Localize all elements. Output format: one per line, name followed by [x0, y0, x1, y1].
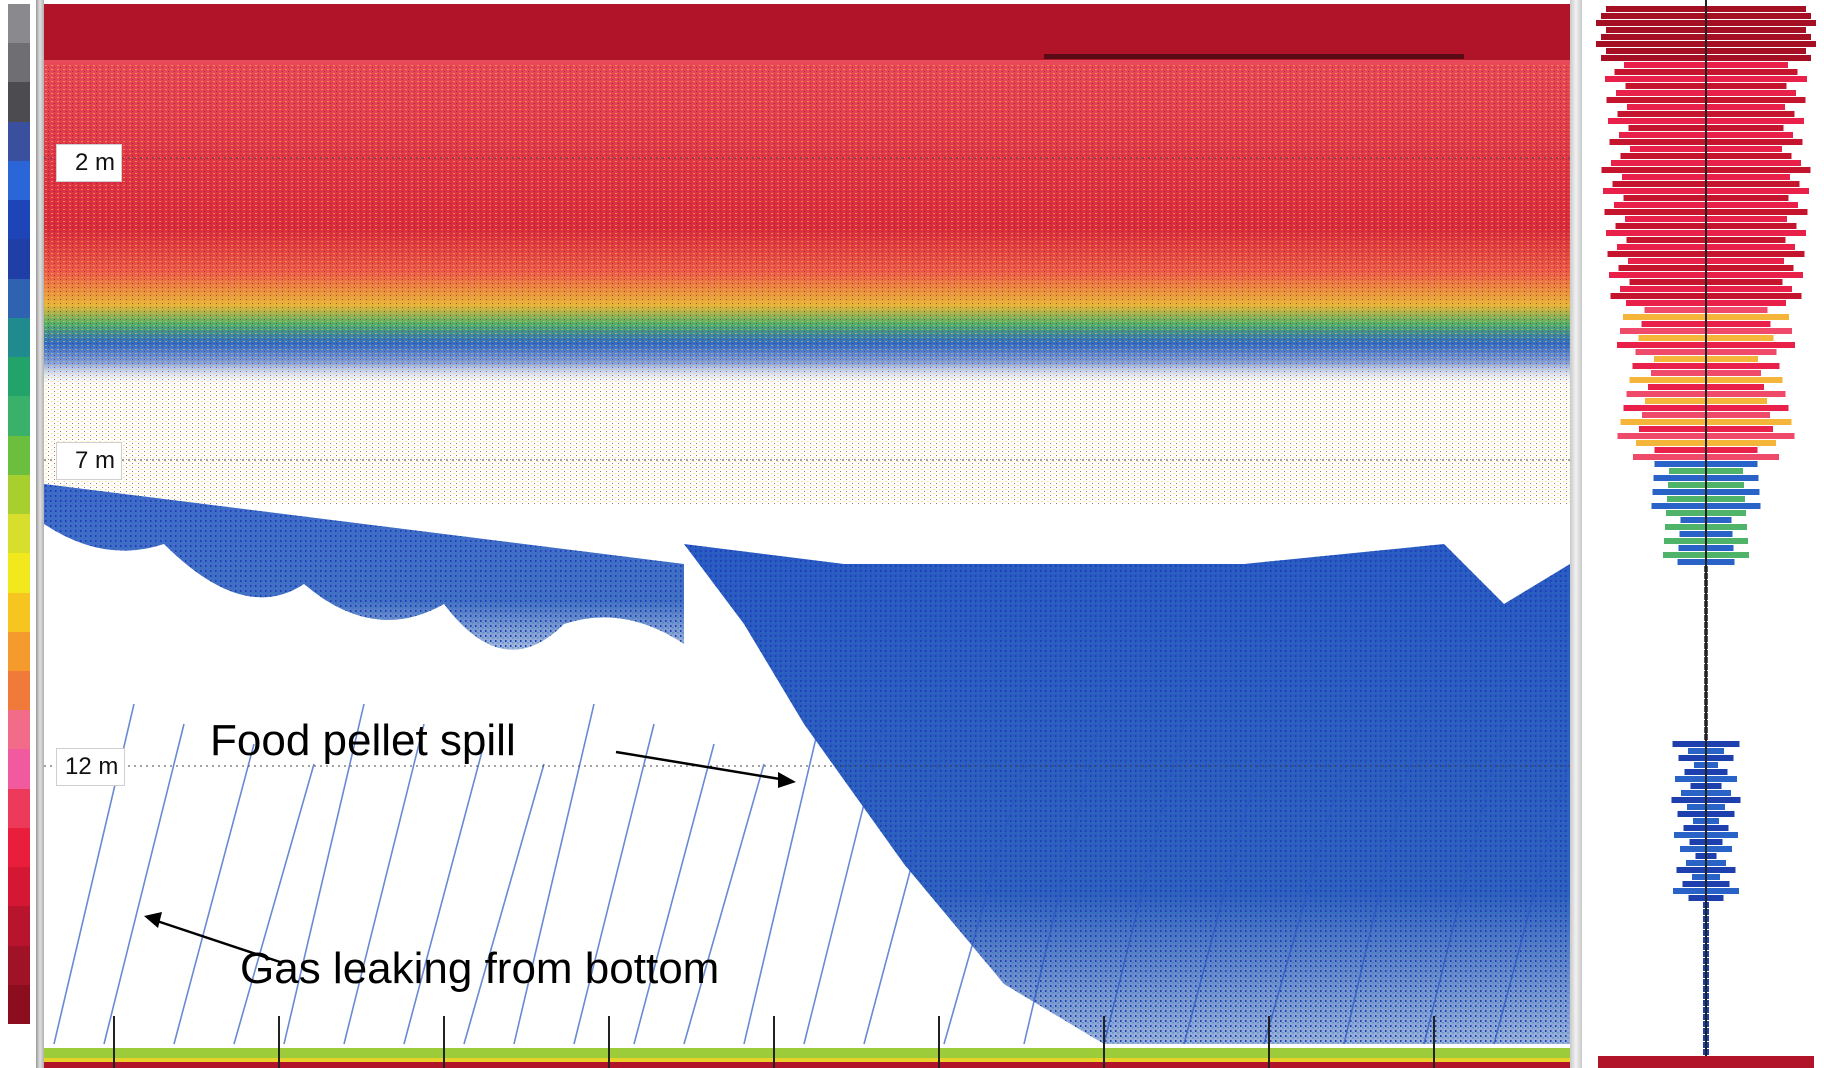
echogram-panel[interactable]: 2 m 7 m 12 m Food pellet spill Gas leaki…: [44, 4, 1570, 1068]
color-scale-segment: [8, 43, 30, 83]
color-scale-segment: [8, 278, 30, 318]
depth-profile-panel: [1588, 0, 1824, 1068]
gas-bubble-trace: [573, 723, 655, 1045]
color-scale-segment: [8, 867, 30, 907]
gas-bubble-trace: [173, 743, 255, 1045]
gas-bubble-trace: [1183, 743, 1265, 1045]
gas-bubble-trace: [943, 763, 1025, 1045]
color-scale-segment: [8, 200, 30, 240]
gas-bubble-trace: [463, 763, 545, 1045]
color-scale-segment: [8, 435, 30, 475]
depth-marker-label: 12 m: [65, 753, 119, 780]
gas-bubble-trace: [1493, 755, 1570, 1045]
color-scale-segment: [8, 553, 30, 593]
color-scale-segment: [8, 160, 30, 201]
color-scale-segment: [8, 984, 30, 1025]
color-scale-bar: [8, 4, 30, 1025]
color-scale-segment: [8, 827, 30, 868]
color-scale-segment: [8, 317, 30, 358]
depth-marker-label: 7 m: [75, 447, 116, 474]
gas-bubble-trace: [1103, 723, 1185, 1045]
gas-leak-annotation: Gas leaking from bottom: [240, 944, 720, 993]
depth-marker-7m: 7 m: [56, 442, 123, 480]
color-scale-segment: [8, 396, 30, 436]
depth-profile-histogram: [1596, 0, 1816, 1068]
gas-bubble-trace: [803, 723, 885, 1045]
gas-bubble-trace: [1423, 723, 1505, 1045]
color-scale-segment: [8, 82, 30, 122]
color-scale-segment: [8, 239, 30, 279]
gas-bubble-trace: [103, 723, 185, 1045]
gas-bubble-trace: [743, 703, 825, 1045]
gas-bubble-trace: [283, 703, 365, 1045]
gas-bubble-trace: [403, 743, 485, 1045]
gas-bubble-trace: [633, 743, 715, 1045]
depth-marker-2m: 2 m: [56, 144, 123, 182]
color-scale-segment: [8, 906, 30, 946]
color-scale-segment: [8, 474, 30, 515]
color-scale-segment: [8, 4, 30, 44]
color-scale-segment: [8, 357, 30, 397]
gas-bubble-trace: [1343, 703, 1425, 1045]
color-scale-segment: [8, 514, 30, 554]
color-scale-segment: [8, 749, 30, 789]
echogram-image: [44, 4, 1570, 1068]
color-scale-segment: [8, 631, 30, 671]
gas-bubble-trace: [1023, 703, 1105, 1045]
color-scale-segment: [8, 788, 30, 828]
gas-bubble-trace: [233, 763, 315, 1045]
gas-bubble-trace: [1263, 763, 1345, 1045]
panel-divider[interactable]: [1570, 0, 1582, 1068]
echogram-left-border[interactable]: [36, 0, 44, 1068]
food-pellet-annotation: Food pellet spill: [210, 716, 516, 765]
color-scale-segment: [8, 592, 30, 632]
depth-marker-label: 2 m: [75, 149, 116, 176]
gas-bubble-trace: [683, 763, 765, 1045]
color-scale-segment: [8, 670, 30, 711]
gas-bubble-trace: [513, 703, 595, 1045]
gas-bubble-trace: [863, 743, 945, 1045]
color-scale-segment: [8, 710, 30, 750]
gas-bubble-trace: [343, 723, 425, 1045]
depth-marker-12m: 12 m: [56, 748, 126, 786]
profile-bottom-bar: [1598, 1056, 1814, 1068]
color-scale-segment: [8, 121, 30, 161]
color-scale-segment: [8, 945, 30, 985]
